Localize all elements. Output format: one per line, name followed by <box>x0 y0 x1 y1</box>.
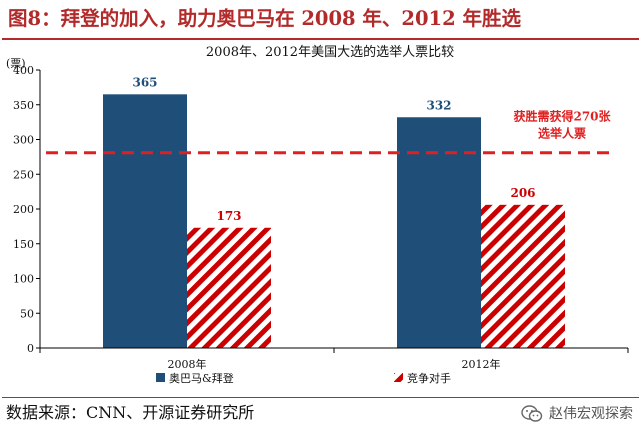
value-labels: 365 332 173 206 <box>132 75 535 222</box>
y-tick-label: 0 <box>27 342 34 355</box>
watermark: 赵伟宏观探索 <box>521 402 633 426</box>
threshold-label: 获胜需获得270张 <box>512 109 611 124</box>
legend-label: 竞争对手 <box>407 371 451 385</box>
x-tick-label: 2008年 <box>168 357 207 371</box>
bottom-rule <box>2 397 639 398</box>
y-axis-label: (票) <box>6 57 26 70</box>
bars <box>103 94 565 348</box>
title-rule <box>2 38 639 40</box>
figure-title: 图8：拜登的加入，助力奥巴马在 2008 年、2012 年胜选 <box>8 7 521 30</box>
legend-swatch <box>394 373 403 382</box>
y-tick-label: 250 <box>13 168 34 181</box>
threshold-label: 选举人票 <box>538 126 586 141</box>
bar-chart: 2008年、2012年美国大选的选举人票比较 (票) 0 50 100 150 200 2… <box>6 44 629 385</box>
x-tick-label: 2012年 <box>462 357 501 371</box>
bar-obama <box>103 94 187 348</box>
wechat-icon <box>521 405 543 422</box>
bar-opponent <box>481 204 565 348</box>
data-label: 332 <box>426 98 451 112</box>
legend: 奥巴马&拜登 竞争对手 <box>156 371 451 385</box>
y-tick-label: 350 <box>13 99 34 112</box>
y-tick-label: 100 <box>13 273 34 286</box>
chart-title: 2008年、2012年美国大选的选举人票比较 <box>206 44 454 60</box>
x-axis: 2008年 2012年 <box>39 347 629 371</box>
bar-opponent <box>187 227 271 348</box>
watermark-text: 赵伟宏观探索 <box>549 406 633 422</box>
data-label: 206 <box>510 186 535 200</box>
y-tick-label: 300 <box>13 134 34 147</box>
y-tick-label: 400 <box>13 64 34 77</box>
bar-obama <box>397 117 481 348</box>
y-tick-label: 200 <box>13 203 34 216</box>
data-label: 173 <box>216 209 241 223</box>
y-axis: 0 50 100 150 200 250 300 350 400 <box>13 64 41 355</box>
y-tick-label: 150 <box>13 238 34 251</box>
y-tick-label: 50 <box>20 307 34 320</box>
legend-swatch <box>156 373 165 382</box>
source-note: 数据来源：CNN、开源证券研究所 <box>6 403 255 422</box>
legend-label: 奥巴马&拜登 <box>169 371 234 385</box>
data-label: 365 <box>132 75 157 89</box>
